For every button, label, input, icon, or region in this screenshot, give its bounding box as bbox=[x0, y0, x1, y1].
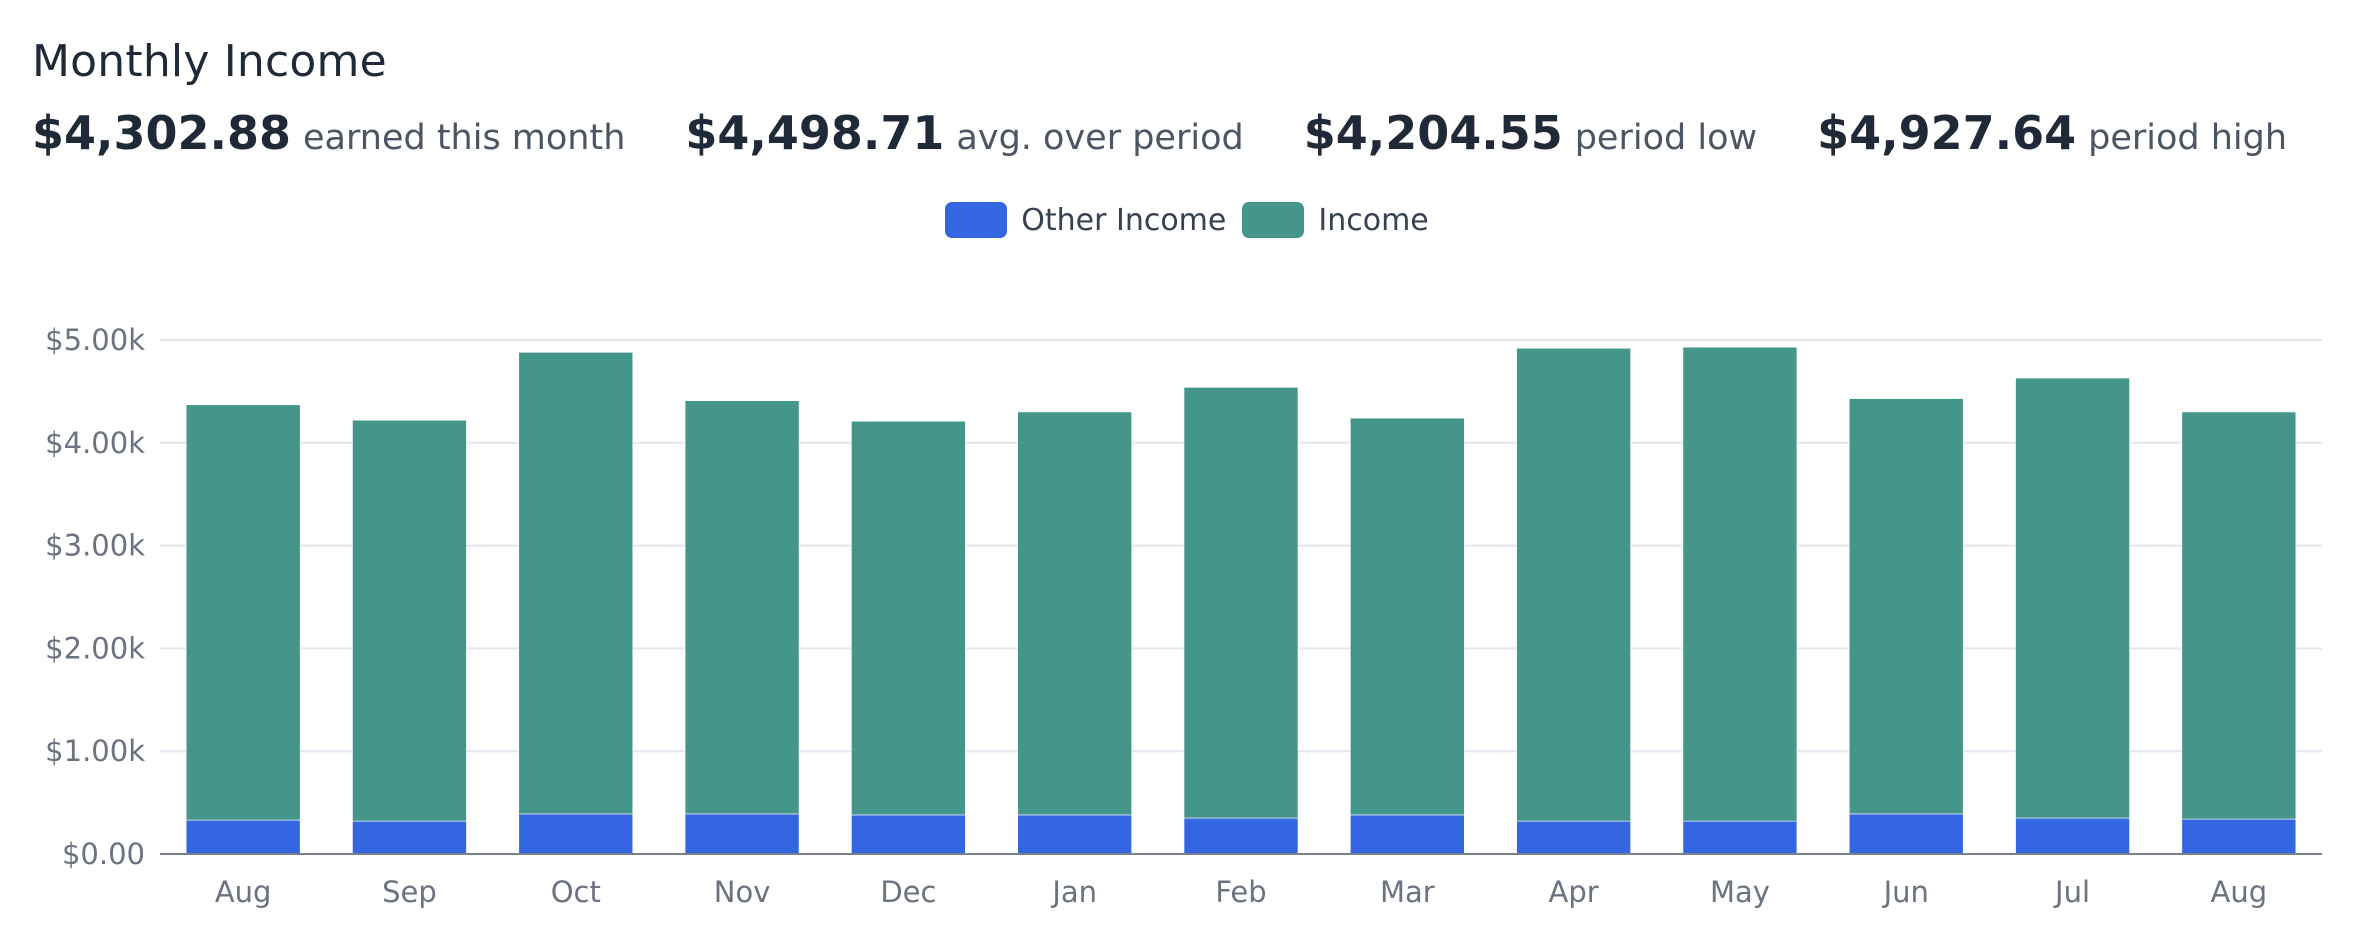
bar-other-income[interactable] bbox=[1350, 814, 1465, 855]
x-tick-label: Feb bbox=[1215, 875, 1266, 909]
bar-income[interactable] bbox=[1017, 411, 1132, 816]
x-tick-label: Jan bbox=[1050, 875, 1097, 909]
x-tick-label: Aug bbox=[2211, 875, 2268, 909]
legend-item-income[interactable]: Income bbox=[1242, 202, 1429, 238]
stat-period-low: $4,204.55 period low bbox=[1304, 106, 1757, 160]
x-tick-label: Nov bbox=[714, 875, 771, 909]
bar-income[interactable] bbox=[1350, 417, 1465, 816]
bar-other-income[interactable] bbox=[1848, 813, 1964, 855]
bars bbox=[185, 346, 2297, 855]
y-tick-label: $5.00k bbox=[45, 323, 145, 357]
stat-label: period high bbox=[2088, 118, 2288, 158]
stat-earned-this-month: $4,302.88 earned this month bbox=[32, 106, 625, 160]
bar-other-income[interactable] bbox=[518, 813, 634, 855]
stat-label: avg. over period bbox=[956, 118, 1244, 158]
stat-average: $4,498.71 avg. over period bbox=[685, 106, 1243, 160]
stat-label: earned this month bbox=[303, 118, 626, 158]
bar-income[interactable] bbox=[1848, 398, 1964, 815]
x-axis-ticks: Aug Sep Oct Nov Dec Jan Feb Mar Apr May Jun Jul Aug bbox=[215, 875, 2267, 909]
bar-other-income[interactable] bbox=[1682, 820, 1798, 855]
y-tick-label: $4.00k bbox=[45, 426, 145, 460]
summary-stats: $4,302.88 earned this month $4,498.71 av… bbox=[32, 106, 2347, 166]
bar-income[interactable] bbox=[2181, 411, 2297, 820]
bar-other-income[interactable] bbox=[1183, 817, 1299, 855]
bar-income[interactable] bbox=[1516, 347, 1631, 822]
bar-income[interactable] bbox=[518, 352, 634, 815]
legend-swatch bbox=[945, 202, 1008, 238]
stat-label: period low bbox=[1574, 118, 1758, 158]
x-tick-label: Mar bbox=[1380, 875, 1435, 909]
stat-value: $4,204.55 bbox=[1303, 106, 1563, 160]
bar-income[interactable] bbox=[185, 404, 301, 821]
stat-value: $4,498.71 bbox=[685, 106, 945, 160]
y-tick-label: $3.00k bbox=[45, 529, 145, 563]
bar-other-income[interactable] bbox=[1017, 814, 1132, 855]
x-tick-label: Sep bbox=[382, 875, 437, 909]
legend-label: Other Income bbox=[1021, 202, 1227, 238]
bar-income[interactable] bbox=[1682, 346, 1798, 822]
x-tick-label: Jul bbox=[2053, 875, 2090, 909]
x-tick-label: Aug bbox=[215, 875, 272, 909]
y-axis-ticks: $0.00 $1.00k $2.00k $3.00k $4.00k $5.00k bbox=[45, 323, 145, 871]
y-tick-label: $2.00k bbox=[45, 631, 145, 665]
bar-income[interactable] bbox=[2015, 377, 2130, 819]
bar-other-income[interactable] bbox=[352, 820, 467, 855]
bar-income[interactable] bbox=[1183, 386, 1299, 819]
stat-period-high: $4,927.64 period high bbox=[1817, 106, 2287, 160]
x-tick-label: Jun bbox=[1882, 875, 1929, 909]
bar-other-income[interactable] bbox=[851, 814, 966, 855]
stat-value: $4,302.88 bbox=[32, 106, 291, 160]
x-tick-label: Apr bbox=[1549, 875, 1599, 909]
chart-title: Monthly Income bbox=[32, 36, 387, 87]
stat-value: $4,927.64 bbox=[1817, 106, 2077, 160]
x-tick-label: Dec bbox=[880, 875, 936, 909]
y-tick-label: $0.00 bbox=[62, 837, 145, 871]
chart-legend: Other Income Income bbox=[0, 202, 2374, 238]
y-tick-label: $1.00k bbox=[45, 734, 145, 768]
x-tick-label: May bbox=[1710, 875, 1770, 909]
legend-label: Income bbox=[1318, 202, 1429, 238]
bar-other-income[interactable] bbox=[684, 813, 800, 855]
bar-income[interactable] bbox=[352, 419, 467, 822]
bar-other-income[interactable] bbox=[185, 819, 301, 855]
bar-other-income[interactable] bbox=[1516, 820, 1631, 855]
x-tick-label: Oct bbox=[551, 875, 601, 909]
bar-income[interactable] bbox=[684, 400, 800, 815]
legend-swatch bbox=[1242, 202, 1305, 238]
bar-other-income[interactable] bbox=[2181, 818, 2297, 855]
bar-income[interactable] bbox=[851, 420, 966, 816]
legend-item-other-income[interactable]: Other Income bbox=[945, 202, 1226, 238]
bar-other-income[interactable] bbox=[2015, 817, 2130, 855]
